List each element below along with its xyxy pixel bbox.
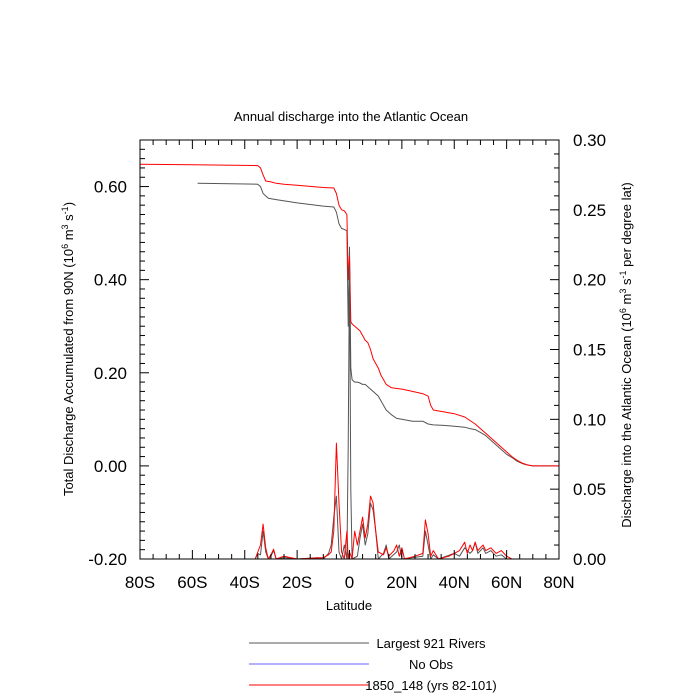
y-axis-left-label: Total Discharge Accumulated from 90N (10… — [60, 202, 76, 496]
x-tick-label: 20N — [386, 573, 417, 592]
y-right-tick-label: 0.30 — [573, 131, 606, 150]
series-line-2 — [139, 163, 559, 467]
x-axis: 80S 60S 40S 20S 0 20N 40N 60N 80N — [125, 140, 575, 592]
chart-title: Annual discharge into the Atlantic Ocean — [234, 109, 468, 124]
x-tick-label: 20S — [282, 573, 312, 592]
y-right-tick-label: 0.10 — [573, 410, 606, 429]
x-tick-label: 60N — [491, 573, 522, 592]
legend-label: No Obs — [409, 657, 454, 672]
y-axis-right-label: Discharge into the Atlantic Ocean (106 m… — [618, 182, 634, 527]
x-tick-label: 80N — [543, 573, 574, 592]
y-right-tick-label: 0.05 — [573, 480, 606, 499]
x-tick-label: 0 — [345, 573, 354, 592]
y-right-tick-label: 0.00 — [573, 550, 606, 569]
x-tick-label: 60S — [177, 573, 207, 592]
y-axis-right: 0.00 0.05 0.10 0.15 0.20 0.25 0.30 — [550, 131, 606, 569]
plot-lines — [139, 163, 559, 560]
x-tick-label: 80S — [125, 573, 155, 592]
x-tick-label: 40S — [230, 573, 260, 592]
y-left-tick-label: 0.00 — [94, 457, 127, 476]
y-right-tick-label: 0.20 — [573, 271, 606, 290]
x-tick-label: 40N — [439, 573, 470, 592]
y-left-tick-label: 0.20 — [94, 364, 127, 383]
y-left-tick-label: -0.20 — [88, 550, 127, 569]
legend: Largest 921 Rivers No Obs 1850_148 (yrs 82… — [249, 636, 497, 693]
x-axis-label: Latitude — [326, 598, 372, 613]
series-line-3 — [140, 265, 559, 560]
y-right-tick-label: 0.25 — [573, 201, 606, 220]
y-axis-left: -0.20 0.00 0.20 0.40 0.60 — [88, 139, 149, 569]
series-line-0 — [197, 182, 559, 467]
series-line-4 — [140, 442, 559, 560]
legend-label: 1850_148 (yrs 82-101) — [365, 678, 497, 693]
y-left-tick-label: 0.40 — [94, 271, 127, 290]
legend-label: Largest 921 Rivers — [376, 636, 486, 651]
y-right-tick-label: 0.15 — [573, 341, 606, 360]
y-left-tick-label: 0.60 — [94, 178, 127, 197]
